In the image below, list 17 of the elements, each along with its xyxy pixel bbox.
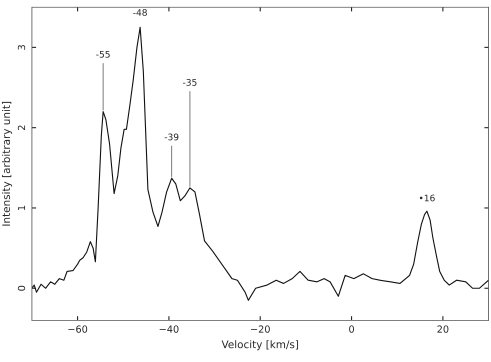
y-tick-label: 3 xyxy=(18,45,26,50)
x-tick-label: 0 xyxy=(349,325,354,333)
annotation: -55 xyxy=(96,50,110,58)
annotation: -39 xyxy=(164,134,178,140)
annotation: -35 xyxy=(182,78,196,86)
x-tick-label: −60 xyxy=(68,325,88,333)
y-tick-label: 2 xyxy=(18,126,26,130)
annotation: •16 xyxy=(420,194,435,202)
annotation: -48 xyxy=(133,9,147,16)
x-tick-label: −20 xyxy=(251,325,270,333)
line-series xyxy=(32,26,489,301)
x-tick-label: −40 xyxy=(160,325,179,333)
x-axis-title: Velocity [km/s] xyxy=(222,340,298,350)
y-axis-title: Intensity [arbitrary unit] xyxy=(2,102,12,226)
y-tick-label: 1 xyxy=(18,206,26,210)
y-tick-label: 0 xyxy=(18,286,26,291)
x-tick-label: 20 xyxy=(437,325,448,333)
